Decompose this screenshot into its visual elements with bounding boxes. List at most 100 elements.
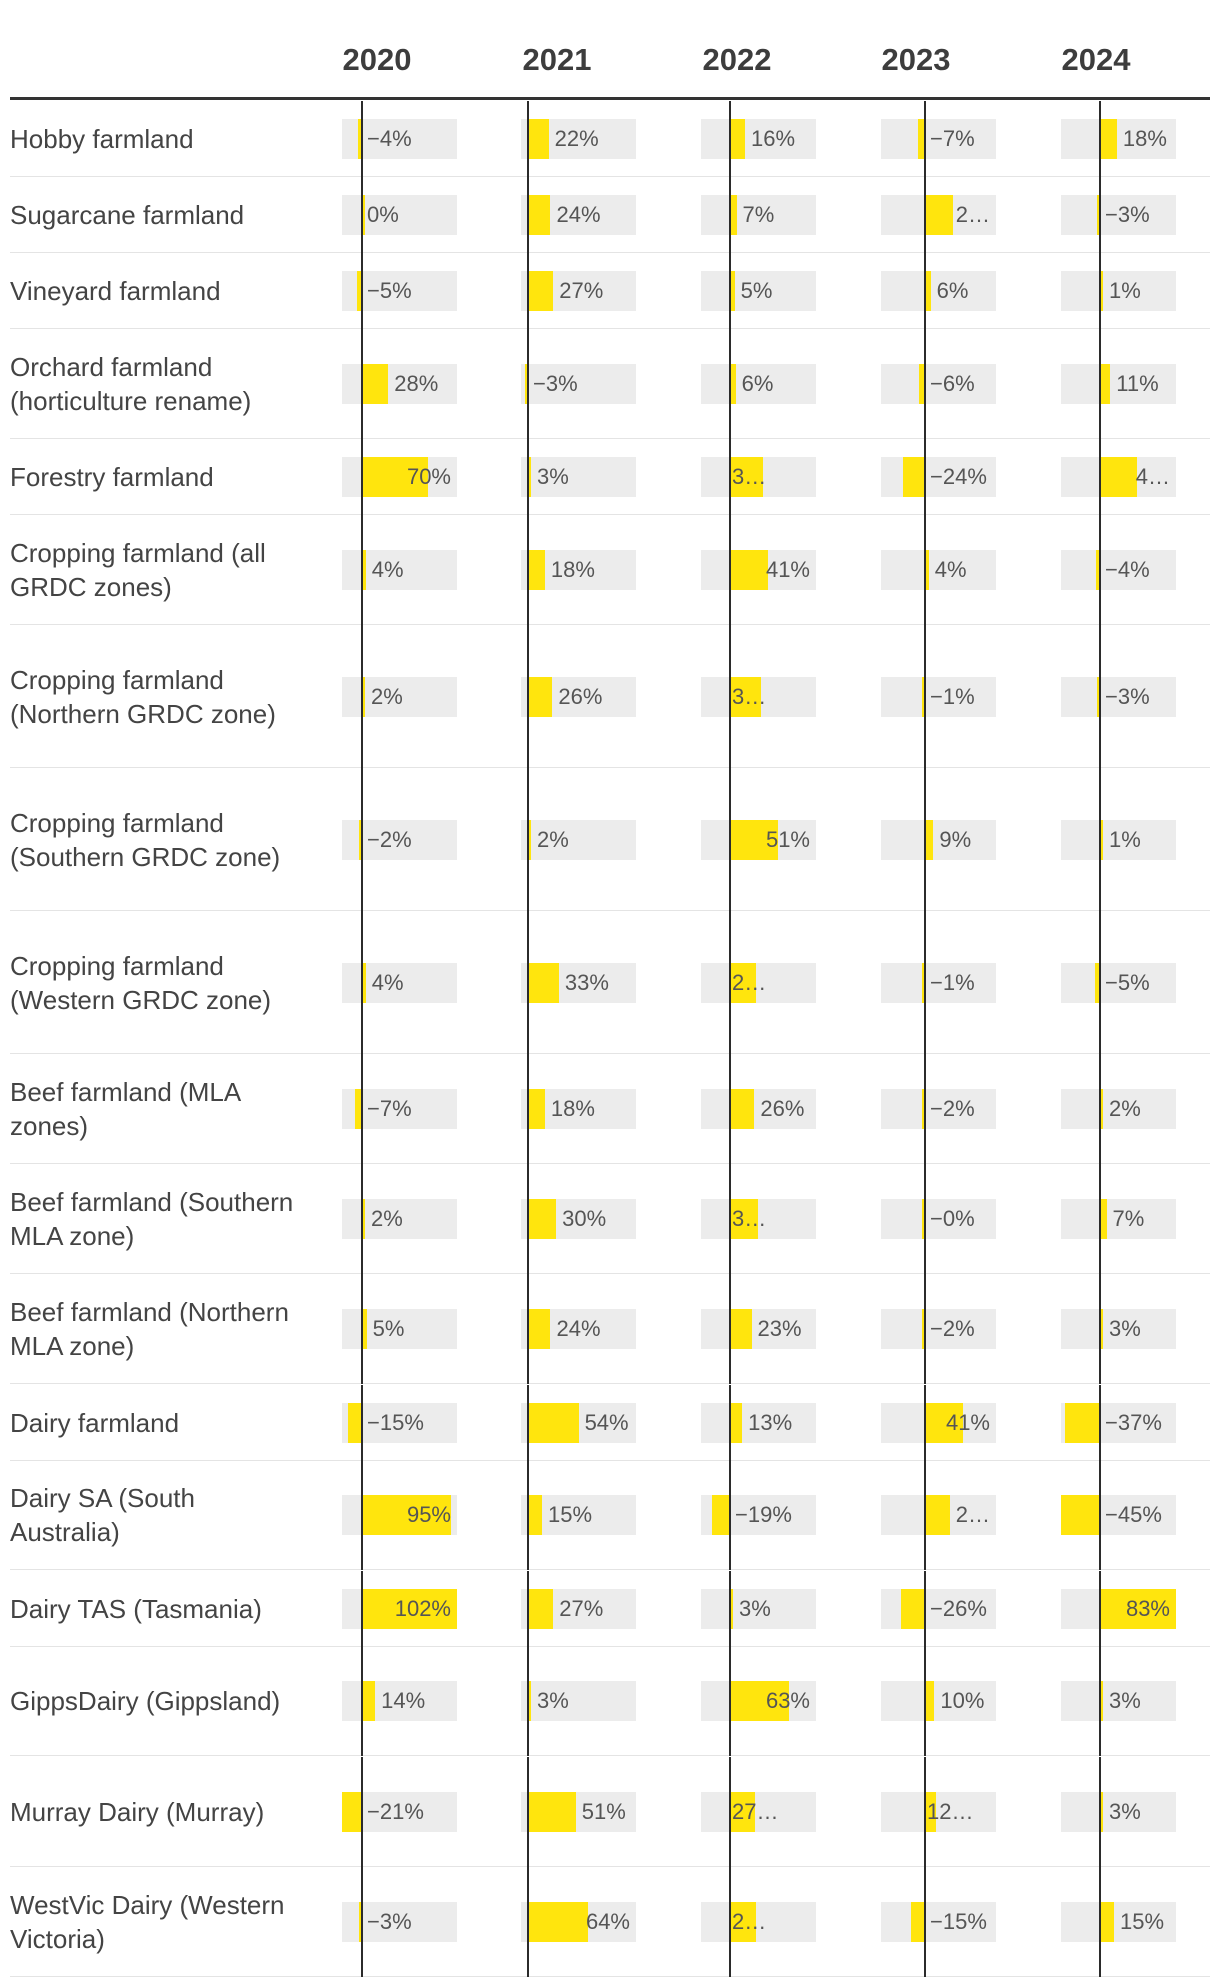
zero-axis-2023 <box>924 1867 926 1977</box>
zero-axis-2023 <box>924 1571 926 1647</box>
cell-background-2023 <box>881 1199 996 1239</box>
bar-2022 <box>730 1902 757 1942</box>
value-label-2024: 1% <box>1109 826 1141 852</box>
zero-axis-2023 <box>924 515 926 625</box>
value-label-2021: 18% <box>550 557 595 582</box>
zero-axis-2020 <box>361 439 363 515</box>
column-header-2021: 2021 <box>522 42 592 77</box>
cell-background-2022 <box>701 1589 816 1629</box>
bar-2021 <box>528 1792 576 1832</box>
zero-axis-2022 <box>729 1460 731 1570</box>
table-row: Beef farmland (Southern MLA zone) 2% 30% 3…… <box>0 1164 1220 1274</box>
bar-2024 <box>1100 1681 1103 1721</box>
value-label-2020: 95% <box>406 1502 451 1527</box>
cell-background-2022 <box>701 1089 816 1129</box>
value-label-2022: 7% <box>742 202 775 227</box>
zero-axis-2024 <box>1099 1274 1101 1384</box>
bar-2020 <box>359 819 362 860</box>
table-row: Cropping farmland (all GRDC zones) 4% 18% 4… <box>0 515 1220 625</box>
zero-axis-2023 <box>924 439 926 515</box>
bar-2021 <box>528 819 531 860</box>
value-label-2024: −4% <box>1105 557 1150 582</box>
table-row: WestVic Dairy (Western Victoria) −3% 64% 2…… <box>0 1867 1220 1977</box>
bar-2024 <box>1100 1792 1103 1832</box>
table-row: Vineyard farmland −5% 27% 5% 6% 1% <box>0 253 1220 329</box>
zero-axis-2021 <box>527 253 529 329</box>
table-row: Orchard farmland (horticulture rename) 28… <box>0 329 1220 439</box>
value-label-2024: 3% <box>1109 1799 1141 1824</box>
value-label-2020: 0% <box>367 202 399 227</box>
value-label-2024: −45% <box>1105 1502 1162 1527</box>
bar-2023 <box>910 1902 925 1942</box>
bar-2021 <box>528 1589 554 1629</box>
value-label-2020: 2% <box>371 683 403 709</box>
table-row: GippsDairy (Gippsland) 14% 3% 63% 10% 3% <box>0 1646 1220 1756</box>
zero-axis-2020 <box>361 1757 363 1867</box>
column-header-2020: 2020 <box>342 42 412 77</box>
row-separator <box>10 1273 1210 1274</box>
row-label: Cropping farmland (Northern GRDC zone) <box>10 664 276 729</box>
row-label: Cropping farmland (all GRDC zones) <box>10 538 266 602</box>
row-label: Murray Dairy (Murray) <box>10 1797 265 1827</box>
value-label-2022: 13% <box>748 1410 793 1435</box>
value-label-2021: 24% <box>556 202 601 227</box>
value-label-2024: −5% <box>1105 969 1150 995</box>
cell-background-2023 <box>881 1902 996 1942</box>
cell-background-2020 <box>342 195 457 235</box>
zero-axis-2023 <box>924 625 926 768</box>
value-label-2022: 3… <box>732 683 767 709</box>
zero-axis-2022 <box>729 177 731 253</box>
zero-axis-2022 <box>729 768 731 911</box>
bar-2023 <box>902 457 925 497</box>
bar-2024 <box>1100 1902 1115 1942</box>
zero-axis-2020 <box>361 768 363 911</box>
zero-axis-2023 <box>924 1274 926 1384</box>
row-label: Dairy TAS (Tasmania) <box>10 1594 262 1624</box>
zero-axis-2023 <box>924 253 926 329</box>
bar-2023 <box>925 1403 964 1443</box>
bar-2022 <box>730 1681 789 1721</box>
row-label: Hobby farmland <box>10 124 194 154</box>
value-label-2024: 83% <box>1125 1596 1170 1621</box>
value-label-2021: 27% <box>559 278 604 303</box>
bar-2023 <box>925 1681 935 1721</box>
value-label-2024: 11% <box>1116 371 1159 396</box>
cell-background-2024 <box>1061 1089 1176 1129</box>
bar-2024 <box>1061 1495 1100 1535</box>
value-label-2022: 16% <box>750 126 796 151</box>
bar-2021 <box>528 195 551 235</box>
cell-background-2021 <box>521 457 636 497</box>
cell-background-2023 <box>881 550 996 590</box>
row-label: Beef farmland (Northern MLA zone) <box>10 1297 289 1361</box>
bar-2020 <box>359 1902 362 1942</box>
bar-2023 <box>919 364 925 404</box>
cell-background-2024 <box>1061 1792 1176 1832</box>
value-label-2021: 51% <box>581 1799 626 1824</box>
value-label-2020: 4% <box>371 557 404 582</box>
bar-2023 <box>900 1589 925 1629</box>
value-label-2020: −7% <box>367 1096 412 1121</box>
zero-axis-2022 <box>729 1385 731 1461</box>
cell-background-2023 <box>881 119 996 159</box>
value-label-2020: −3% <box>367 1909 412 1934</box>
value-label-2023: 4% <box>934 557 967 582</box>
value-label-2023: −0% <box>930 1206 975 1231</box>
bar-2020 <box>362 1199 365 1239</box>
value-label-2024: 3% <box>1109 1316 1141 1341</box>
zero-axis-2020 <box>361 1571 363 1647</box>
zero-axis-2021 <box>527 515 529 625</box>
bar-2023 <box>922 962 925 1003</box>
value-label-2021: 26% <box>558 683 603 709</box>
bar-2020 <box>362 550 366 590</box>
bar-2023 <box>922 676 925 717</box>
value-label-2021: 18% <box>550 1096 595 1121</box>
zero-axis-2023 <box>924 1460 926 1570</box>
bar-2024 <box>1100 1589 1176 1629</box>
zero-axis-2024 <box>1099 1054 1101 1164</box>
bar-2020 <box>362 962 366 1003</box>
zero-axis-2021 <box>527 625 529 768</box>
row-label: Sugarcane farmland <box>10 200 245 230</box>
row-separator <box>10 514 1210 515</box>
zero-axis-2021 <box>527 1274 529 1384</box>
